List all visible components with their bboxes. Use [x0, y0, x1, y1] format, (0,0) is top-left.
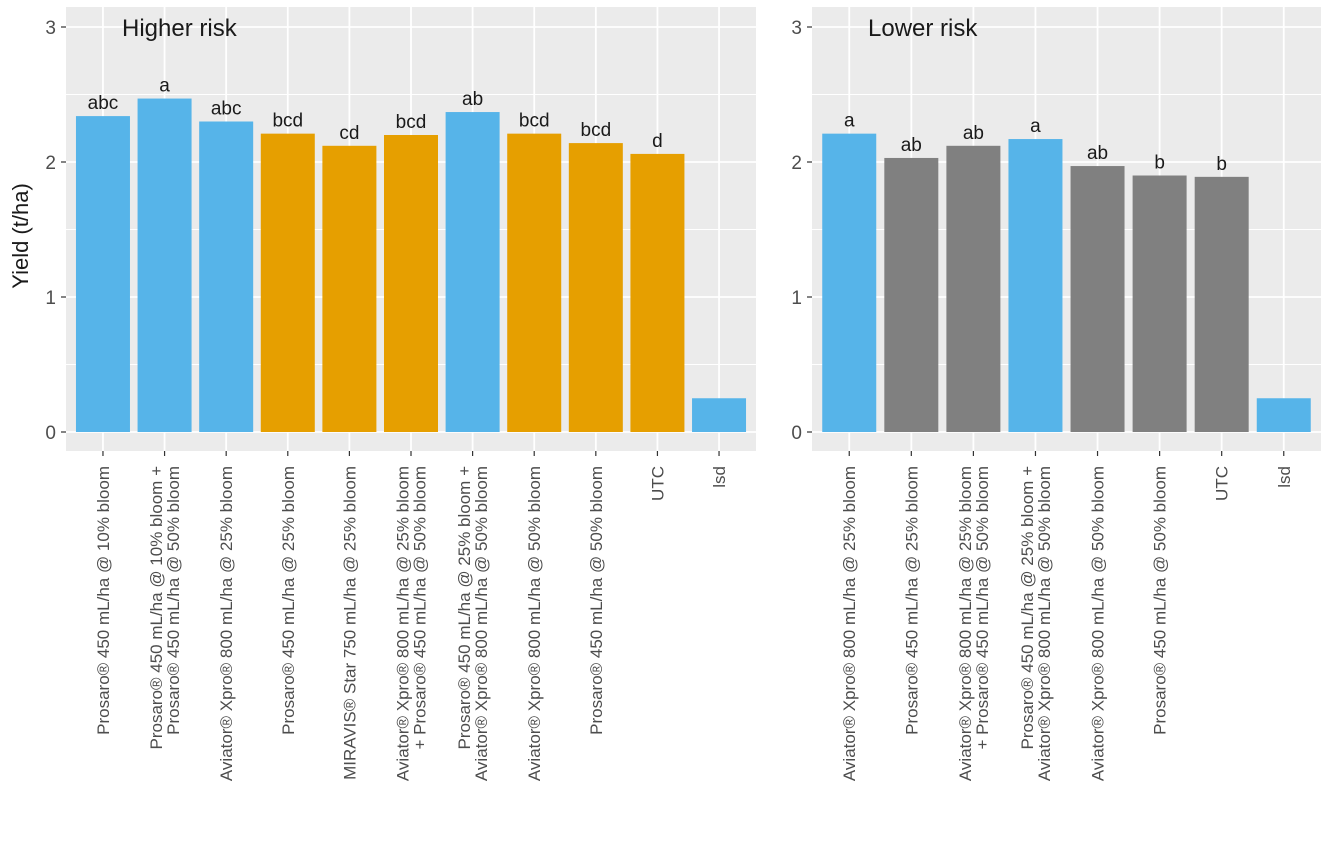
- bar: [1256, 398, 1311, 432]
- x-tick-label: UTC: [1213, 466, 1232, 501]
- x-tick-label-line: Prosaro® 450 mL/ha @ 25% bloom: [902, 466, 921, 735]
- x-tick-label: Prosaro® 450 mL/ha @ 25% bloom +Aviator®…: [455, 466, 491, 781]
- bar: [1194, 176, 1249, 432]
- x-tick-label: Aviator® Xpro® 800 mL/ha @ 25% bloom: [840, 466, 859, 781]
- bar: [260, 133, 315, 432]
- bar: [946, 145, 1001, 433]
- x-tick-label: Aviator® Xpro® 800 mL/ha @ 50% bloom: [1089, 466, 1108, 781]
- bar-significance-label: b: [1154, 153, 1165, 174]
- y-axis-label: Yield (t/ha): [8, 183, 33, 289]
- x-tick-label: Prosaro® 450 mL/ha @ 10% bloom +Prosaro®…: [147, 466, 183, 750]
- x-tick-label-line: Prosaro® 450 mL/ha @ 50% bloom: [164, 466, 183, 735]
- x-tick-label-line: lsd: [1275, 466, 1294, 488]
- bar: [75, 116, 130, 432]
- x-tick-label-line: Prosaro® 450 mL/ha @ 25% bloom +: [1018, 466, 1037, 750]
- bar: [507, 133, 562, 432]
- x-tick-label-line: Prosaro® 450 mL/ha @ 25% bloom +: [455, 466, 474, 750]
- bar-significance-label: b: [1216, 154, 1227, 175]
- panel-title: Higher risk: [122, 15, 238, 42]
- x-tick-label: Prosaro® 450 mL/ha @ 25% bloom +Aviator®…: [1018, 466, 1054, 781]
- x-tick-label-line: Prosaro® 450 mL/ha @ 50% bloom: [587, 466, 606, 735]
- y-tick-label: 0: [791, 423, 802, 444]
- x-tick-label: Aviator® Xpro® 800 mL/ha @ 25% bloom+ Pr…: [394, 466, 430, 781]
- y-tick-label: 2: [45, 153, 56, 174]
- chart-panels: 0 1 2 3 abc Prosaro® 450 mL/ha @ 10% bloom a Pr…: [45, 7, 1321, 781]
- x-tick-label-line: Aviator® Xpro® 800 mL/ha @ 50% bloom: [525, 466, 544, 781]
- x-tick-label: Aviator® Xpro® 800 mL/ha @ 25% bloom+ Pr…: [956, 466, 992, 781]
- x-tick-label-line: Aviator® Xpro® 800 mL/ha @ 25% bloom: [840, 466, 859, 781]
- bar: [1008, 139, 1063, 433]
- y-tick-label: 3: [45, 18, 56, 39]
- bar-significance-label: ab: [1087, 143, 1108, 164]
- x-tick-label-line: UTC: [648, 466, 667, 501]
- bar: [630, 153, 685, 432]
- bar: [445, 112, 500, 433]
- x-tick-label: lsd: [1275, 466, 1294, 488]
- y-tick-label: 1: [791, 288, 802, 309]
- bar-significance-label: a: [159, 76, 170, 97]
- x-tick-label: Prosaro® 450 mL/ha @ 50% bloom: [1151, 466, 1170, 735]
- bar-significance-label: ab: [462, 89, 483, 110]
- bar-significance-label: ab: [963, 123, 984, 144]
- bar-significance-label: bcd: [396, 112, 427, 133]
- bar-significance-label: abc: [211, 99, 242, 120]
- bar: [884, 157, 939, 432]
- bar-significance-label: a: [1030, 116, 1041, 137]
- x-tick-label: Prosaro® 450 mL/ha @ 10% bloom: [94, 466, 113, 735]
- bar-significance-label: cd: [339, 123, 359, 144]
- x-tick-label-line: Aviator® Xpro® 800 mL/ha @ 25% bloom: [956, 466, 975, 781]
- panel-title: Lower risk: [868, 15, 978, 42]
- y-tick-label: 3: [791, 18, 802, 39]
- bar: [1132, 175, 1187, 432]
- bar-significance-label: bcd: [272, 111, 303, 132]
- x-tick-label-line: Aviator® Xpro® 800 mL/ha @ 25% bloom: [217, 466, 236, 781]
- bar: [322, 145, 377, 433]
- y-tick-label: 1: [45, 288, 56, 309]
- x-tick-label-line: Aviator® Xpro® 800 mL/ha @ 50% bloom: [472, 466, 491, 781]
- x-tick-label-line: Prosaro® 450 mL/ha @ 10% bloom +: [147, 466, 166, 750]
- y-tick-label: 0: [45, 423, 56, 444]
- x-tick-label-line: Aviator® Xpro® 800 mL/ha @ 50% bloom: [1089, 466, 1108, 781]
- x-tick-label-line: Prosaro® 450 mL/ha @ 50% bloom: [1151, 466, 1170, 735]
- bar-significance-label: bcd: [581, 120, 612, 141]
- bar: [822, 133, 877, 432]
- x-tick-label-line: Prosaro® 450 mL/ha @ 10% bloom: [94, 466, 113, 735]
- bar: [692, 398, 747, 432]
- x-tick-label: MIRAVIS® Star 750 mL/ha @ 25% bloom: [340, 466, 359, 780]
- x-tick-label: Prosaro® 450 mL/ha @ 25% bloom: [902, 466, 921, 735]
- bar: [199, 121, 254, 432]
- x-tick-label-line: Prosaro® 450 mL/ha @ 25% bloom: [279, 466, 298, 735]
- x-tick-label: Prosaro® 450 mL/ha @ 25% bloom: [279, 466, 298, 735]
- x-tick-label-line: Aviator® Xpro® 800 mL/ha @ 50% bloom: [1035, 466, 1054, 781]
- x-tick-label-line: lsd: [710, 466, 729, 488]
- bar: [1070, 166, 1125, 433]
- bar-significance-label: bcd: [519, 111, 550, 132]
- panel-1: 0 1 2 3 abc Prosaro® 450 mL/ha @ 10% bloom a Pr…: [45, 7, 756, 781]
- bar: [384, 135, 438, 432]
- x-tick-label: Prosaro® 450 mL/ha @ 50% bloom: [587, 466, 606, 735]
- x-tick-label-line: + Prosaro® 450 mL/ha @ 50% bloom: [411, 466, 430, 750]
- x-tick-label: Aviator® Xpro® 800 mL/ha @ 50% bloom: [525, 466, 544, 781]
- x-tick-label: lsd: [710, 466, 729, 488]
- bar-significance-label: a: [844, 111, 855, 132]
- panel-2: 0 1 2 3 a Aviator® Xpro® 800 mL/ha @ 25% bloo…: [791, 7, 1321, 781]
- x-tick-label: UTC: [648, 466, 667, 501]
- bar: [568, 143, 623, 432]
- bar: [137, 98, 192, 433]
- bar-significance-label: d: [652, 131, 663, 152]
- bar-significance-label: abc: [88, 93, 119, 114]
- bar-significance-label: ab: [901, 135, 922, 156]
- x-tick-label-line: + Prosaro® 450 mL/ha @ 50% bloom: [973, 466, 992, 750]
- x-tick-label-line: UTC: [1213, 466, 1232, 501]
- y-tick-label: 2: [791, 153, 802, 174]
- x-tick-label-line: Aviator® Xpro® 800 mL/ha @ 25% bloom: [394, 466, 413, 781]
- x-tick-label: Aviator® Xpro® 800 mL/ha @ 25% bloom: [217, 466, 236, 781]
- x-tick-label-line: MIRAVIS® Star 750 mL/ha @ 25% bloom: [340, 466, 359, 780]
